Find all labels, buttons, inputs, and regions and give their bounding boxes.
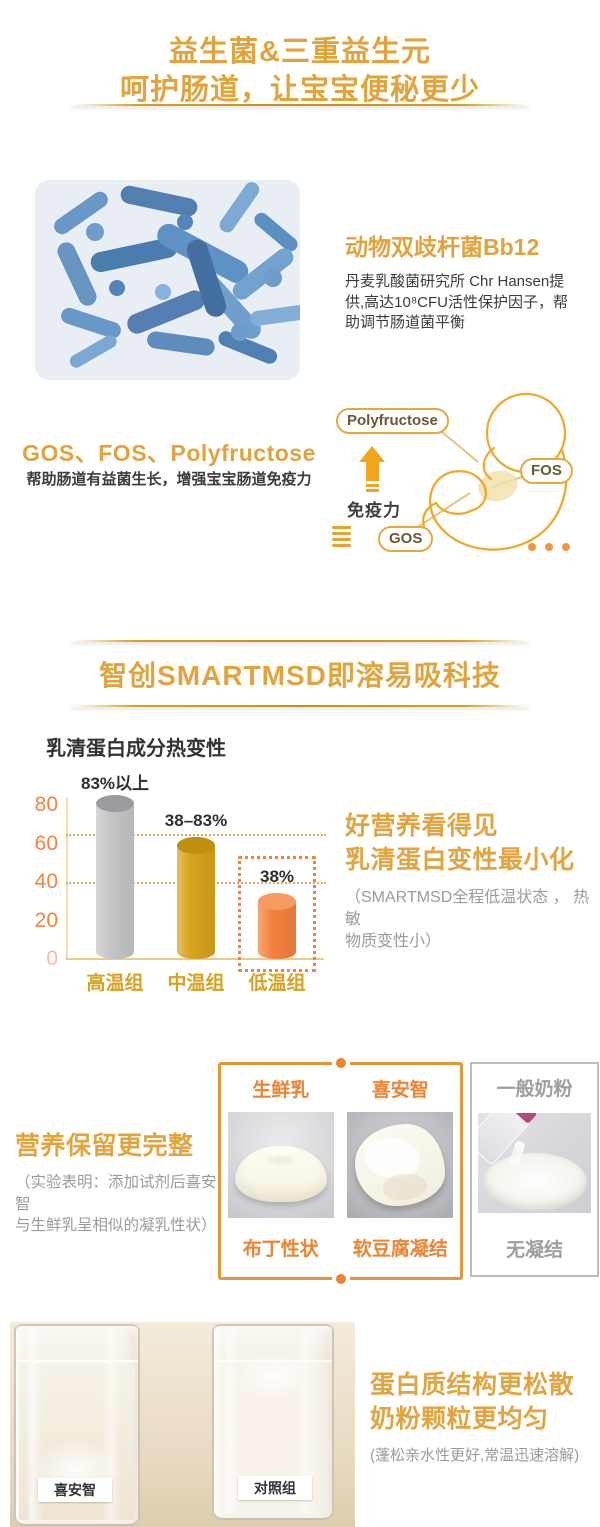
retention-text-block: 营养保留更完整 （实验表明：添加试剂后喜安智 与生鲜乳呈相似的凝乳性状） <box>15 1126 217 1237</box>
y-tick-label: 80 <box>34 793 58 817</box>
reference-line <box>66 834 326 837</box>
brand-title: 喜安智 <box>371 1080 429 1101</box>
comparison-gray-box: 一般奶粉 无凝结 <box>470 1062 599 1277</box>
retention-note-line1: （实验表明：添加试剂后喜安智 <box>15 1174 217 1213</box>
x-category-label: 低温组 <box>248 973 306 994</box>
highlight-box <box>238 855 316 972</box>
benefit-note-line1: （SMARTMSD全程低温状态 ， 热敏 <box>345 888 590 928</box>
page-title-line1: 益生菌&三重益生元 <box>169 36 431 68</box>
x-axis-line <box>66 958 324 960</box>
bacteria-image <box>35 180 300 380</box>
chart-bar <box>177 837 215 959</box>
retention-note-line2: 与生鲜乳呈相似的凝乳性状） <box>15 1217 217 1235</box>
box-bottom-dot <box>335 1274 346 1284</box>
regular-milk-caption: 无凝结 <box>505 1240 563 1261</box>
bar-cap <box>177 837 215 855</box>
prebiotic-subheading: 帮助肠道有益菌生长，增强宝宝肠道免疫力 <box>26 471 312 488</box>
benefit-heading-line2: 乳清蛋白变性最小化 <box>345 845 575 874</box>
y-tick-label: 0 <box>46 947 58 970</box>
solubility-text-block: 蛋白质结构更松散 奶粉颗粒更均匀 (蓬松亲水性更好,常温迅速溶解) <box>370 1368 598 1465</box>
y-axis-line <box>66 798 68 960</box>
probiotic-body: 丹麦乳酸菌研究所 Chr Hansen提供,高达10⁸CFU活性保护因子，帮助调… <box>345 273 569 332</box>
benefit-note: （SMARTMSD全程低温状态 ， 热敏 物质变性小） <box>345 887 597 954</box>
retention-note: （实验表明：添加试剂后喜安智 与生鲜乳呈相似的凝乳性状） <box>15 1172 217 1237</box>
solubility-note: (蓬松亲水性更好,常温迅速溶解) <box>370 1447 580 1464</box>
glass-left-label: 喜安智 <box>38 1478 112 1502</box>
chart-bar <box>258 892 296 959</box>
probiotic-heading: 动物双歧杆菌Bb12 <box>345 234 540 260</box>
prebiotic-heading: GOS、FOS、Polyfructose <box>22 440 316 466</box>
pudding-image <box>227 1112 334 1218</box>
benefit-note-line2: 物质变性小） <box>345 933 442 951</box>
smartmsd-benefit-block: 好营养看得见 乳清蛋白变性最小化 （SMARTMSD全程低温状态 ， 热敏 物质… <box>345 810 597 954</box>
glasses-photo: 喜安智 对照组 <box>10 1322 355 1527</box>
y-tick-label: 20 <box>34 908 58 932</box>
solubility-heading-line1: 蛋白质结构更松散 <box>370 1371 575 1399</box>
fresh-milk-title: 生鲜乳 <box>252 1080 310 1101</box>
bar-cap <box>96 794 134 812</box>
benefit-heading-line1: 好营养看得见 <box>345 812 499 840</box>
polyfructose-pill: Polyfructose <box>336 408 449 434</box>
solubility-heading-line2: 奶粉颗粒更均匀 <box>370 1405 549 1433</box>
pudding-caption: 布丁性状 <box>242 1239 319 1260</box>
bar-value-label: 38% <box>259 866 295 886</box>
comparison-golden-box: 生鲜乳 布丁性状 喜安智 软豆腐凝结 <box>218 1058 463 1284</box>
bacteria-rods-graphic <box>35 180 300 380</box>
bar-cap <box>258 892 296 910</box>
x-category-label: 中温组 <box>167 973 225 994</box>
retention-heading: 营养保留更完整 <box>15 1132 194 1160</box>
glass-left <box>14 1324 140 1526</box>
box-top-dot <box>335 1058 346 1068</box>
milk-pour-image <box>478 1113 591 1213</box>
probiotic-text-block: 动物双歧杆菌Bb12 丹麦乳酸菌研究所 Chr Hansen提供,高达10⁸CF… <box>345 228 573 334</box>
tofu-caption: 软豆腐凝结 <box>352 1239 448 1260</box>
page-title-line2: 呵护肠道，让宝宝便秘更少 <box>119 74 480 106</box>
bar-chart: 乳清蛋白成分热变性 0 20 40 60 80 83%以上高温组 38–83% 中温组 38% 低… <box>0 728 345 1000</box>
ellipsis-icon <box>528 538 579 556</box>
immunity-label: 免疫力 <box>347 501 401 520</box>
regular-milk-title: 一般奶粉 <box>496 1079 573 1100</box>
tofu-image <box>347 1112 454 1218</box>
x-category-label: 高温组 <box>86 973 144 994</box>
hamburger-icon <box>332 526 351 550</box>
fresh-milk-column: 生鲜乳 布丁性状 <box>227 1075 335 1267</box>
baby-illustration: Polyfructose FOS GOS 免疫力 <box>330 388 600 563</box>
divider-line <box>72 104 528 106</box>
brand-column: 喜安智 软豆腐凝结 <box>347 1075 455 1267</box>
smartmsd-title: 智创SMARTMSD即溶易吸科技 <box>99 660 501 691</box>
fos-pill: FOS <box>520 458 573 484</box>
y-tick-label: 60 <box>34 831 58 855</box>
glass-right-label: 对照组 <box>238 1476 312 1500</box>
chart-bar <box>96 794 134 959</box>
chart-title: 乳清蛋白成分热变性 <box>46 738 226 760</box>
divider-line <box>72 640 528 642</box>
bar-value-label: 83%以上 <box>80 773 150 793</box>
gos-pill: GOS <box>378 526 434 552</box>
y-tick-label: 40 <box>34 870 58 894</box>
divider-line <box>72 705 528 707</box>
bar-value-label: 38–83% <box>164 811 228 831</box>
